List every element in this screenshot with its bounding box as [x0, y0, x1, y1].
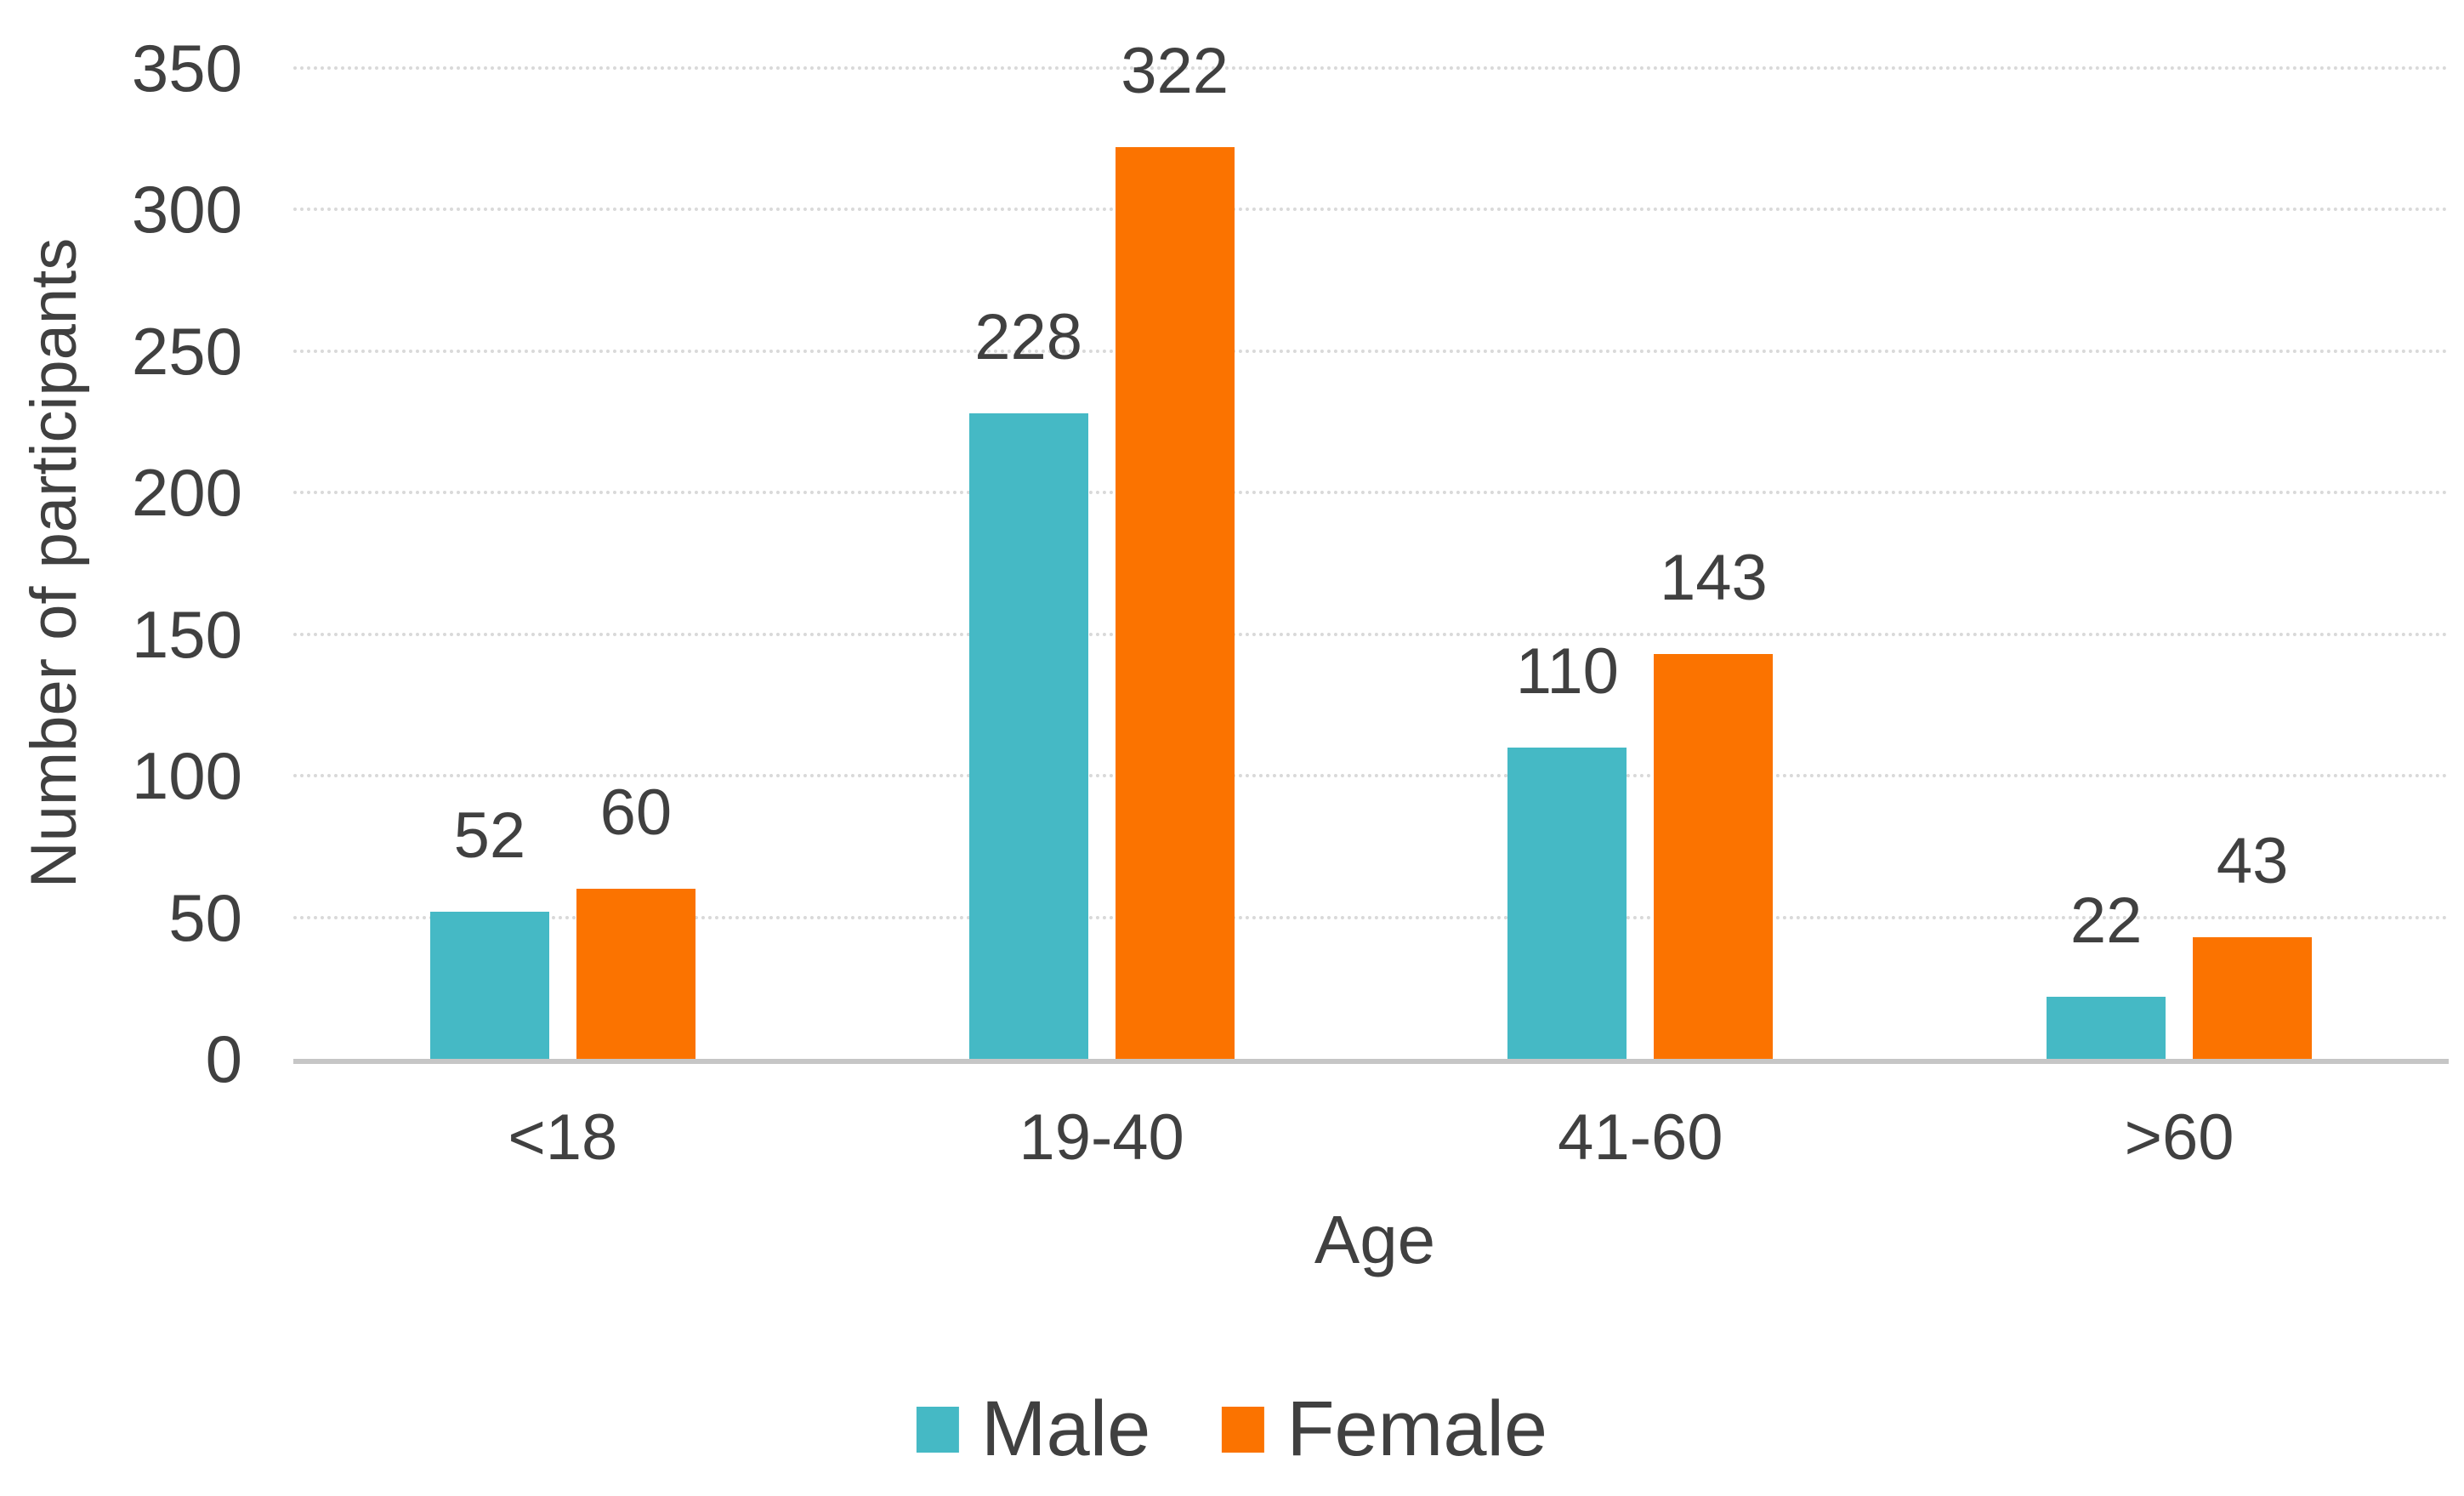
male-value-label-19-40: 228	[974, 301, 1083, 374]
legend-label-male: Male	[980, 1385, 1151, 1472]
female-value-label-41-60: 143	[1659, 542, 1768, 615]
gridline-150	[293, 632, 2449, 636]
female-value-label->60: 43	[2216, 824, 2289, 897]
y-tick-label-250: 250	[131, 313, 242, 389]
gridline-350	[293, 66, 2449, 70]
gridline-100	[293, 774, 2449, 778]
y-tick-label-200: 200	[131, 455, 242, 531]
gridline-300	[293, 208, 2449, 212]
female-legend-swatch-icon	[1222, 1406, 1265, 1453]
female-value-label-<18: 60	[599, 776, 673, 850]
plot-area: 52 60 228 322 110 143 22 43	[293, 35, 2449, 1064]
gridline-50	[293, 915, 2449, 919]
male-value-label-41-60: 110	[1515, 634, 1619, 708]
legend-label-female: Female	[1286, 1385, 1548, 1472]
female-bar->60	[2193, 936, 2313, 1059]
gridline-200	[293, 491, 2449, 495]
male-bar-19-40	[968, 413, 1088, 1059]
x-axis-title: Age	[1314, 1202, 1436, 1277]
male-bar->60	[2047, 996, 2166, 1059]
y-tick-label-150: 150	[131, 596, 242, 672]
x-tick-label-41-60: 41-60	[1558, 1101, 1723, 1174]
male-bar-41-60	[1507, 747, 1627, 1059]
male-bar-<18	[429, 911, 549, 1059]
female-value-label-19-40: 322	[1121, 35, 1229, 108]
gridline-250	[293, 349, 2449, 353]
female-bar-19-40	[1115, 147, 1235, 1059]
male-value-label->60: 22	[2069, 884, 2143, 957]
x-tick-label->60: >60	[2124, 1101, 2234, 1174]
x-tick-label-<18: <18	[508, 1101, 618, 1174]
y-tick-label-0: 0	[205, 1021, 242, 1096]
y-tick-label-300: 300	[131, 172, 242, 247]
x-tick-label-19-40: 19-40	[1019, 1101, 1184, 1174]
x-axis-baseline	[293, 1059, 2449, 1064]
male-legend-swatch-icon	[916, 1406, 959, 1453]
y-tick-label-100: 100	[131, 738, 242, 814]
legend: Male Female	[916, 1385, 1547, 1474]
y-tick-label-350: 350	[131, 31, 242, 105]
y-tick-label-50: 50	[168, 879, 242, 955]
legend-item-male: Male	[916, 1385, 1151, 1474]
legend-item-female: Female	[1222, 1385, 1547, 1474]
male-value-label-<18: 52	[453, 799, 526, 872]
female-bar-<18	[576, 889, 695, 1059]
female-bar-41-60	[1654, 654, 1774, 1059]
